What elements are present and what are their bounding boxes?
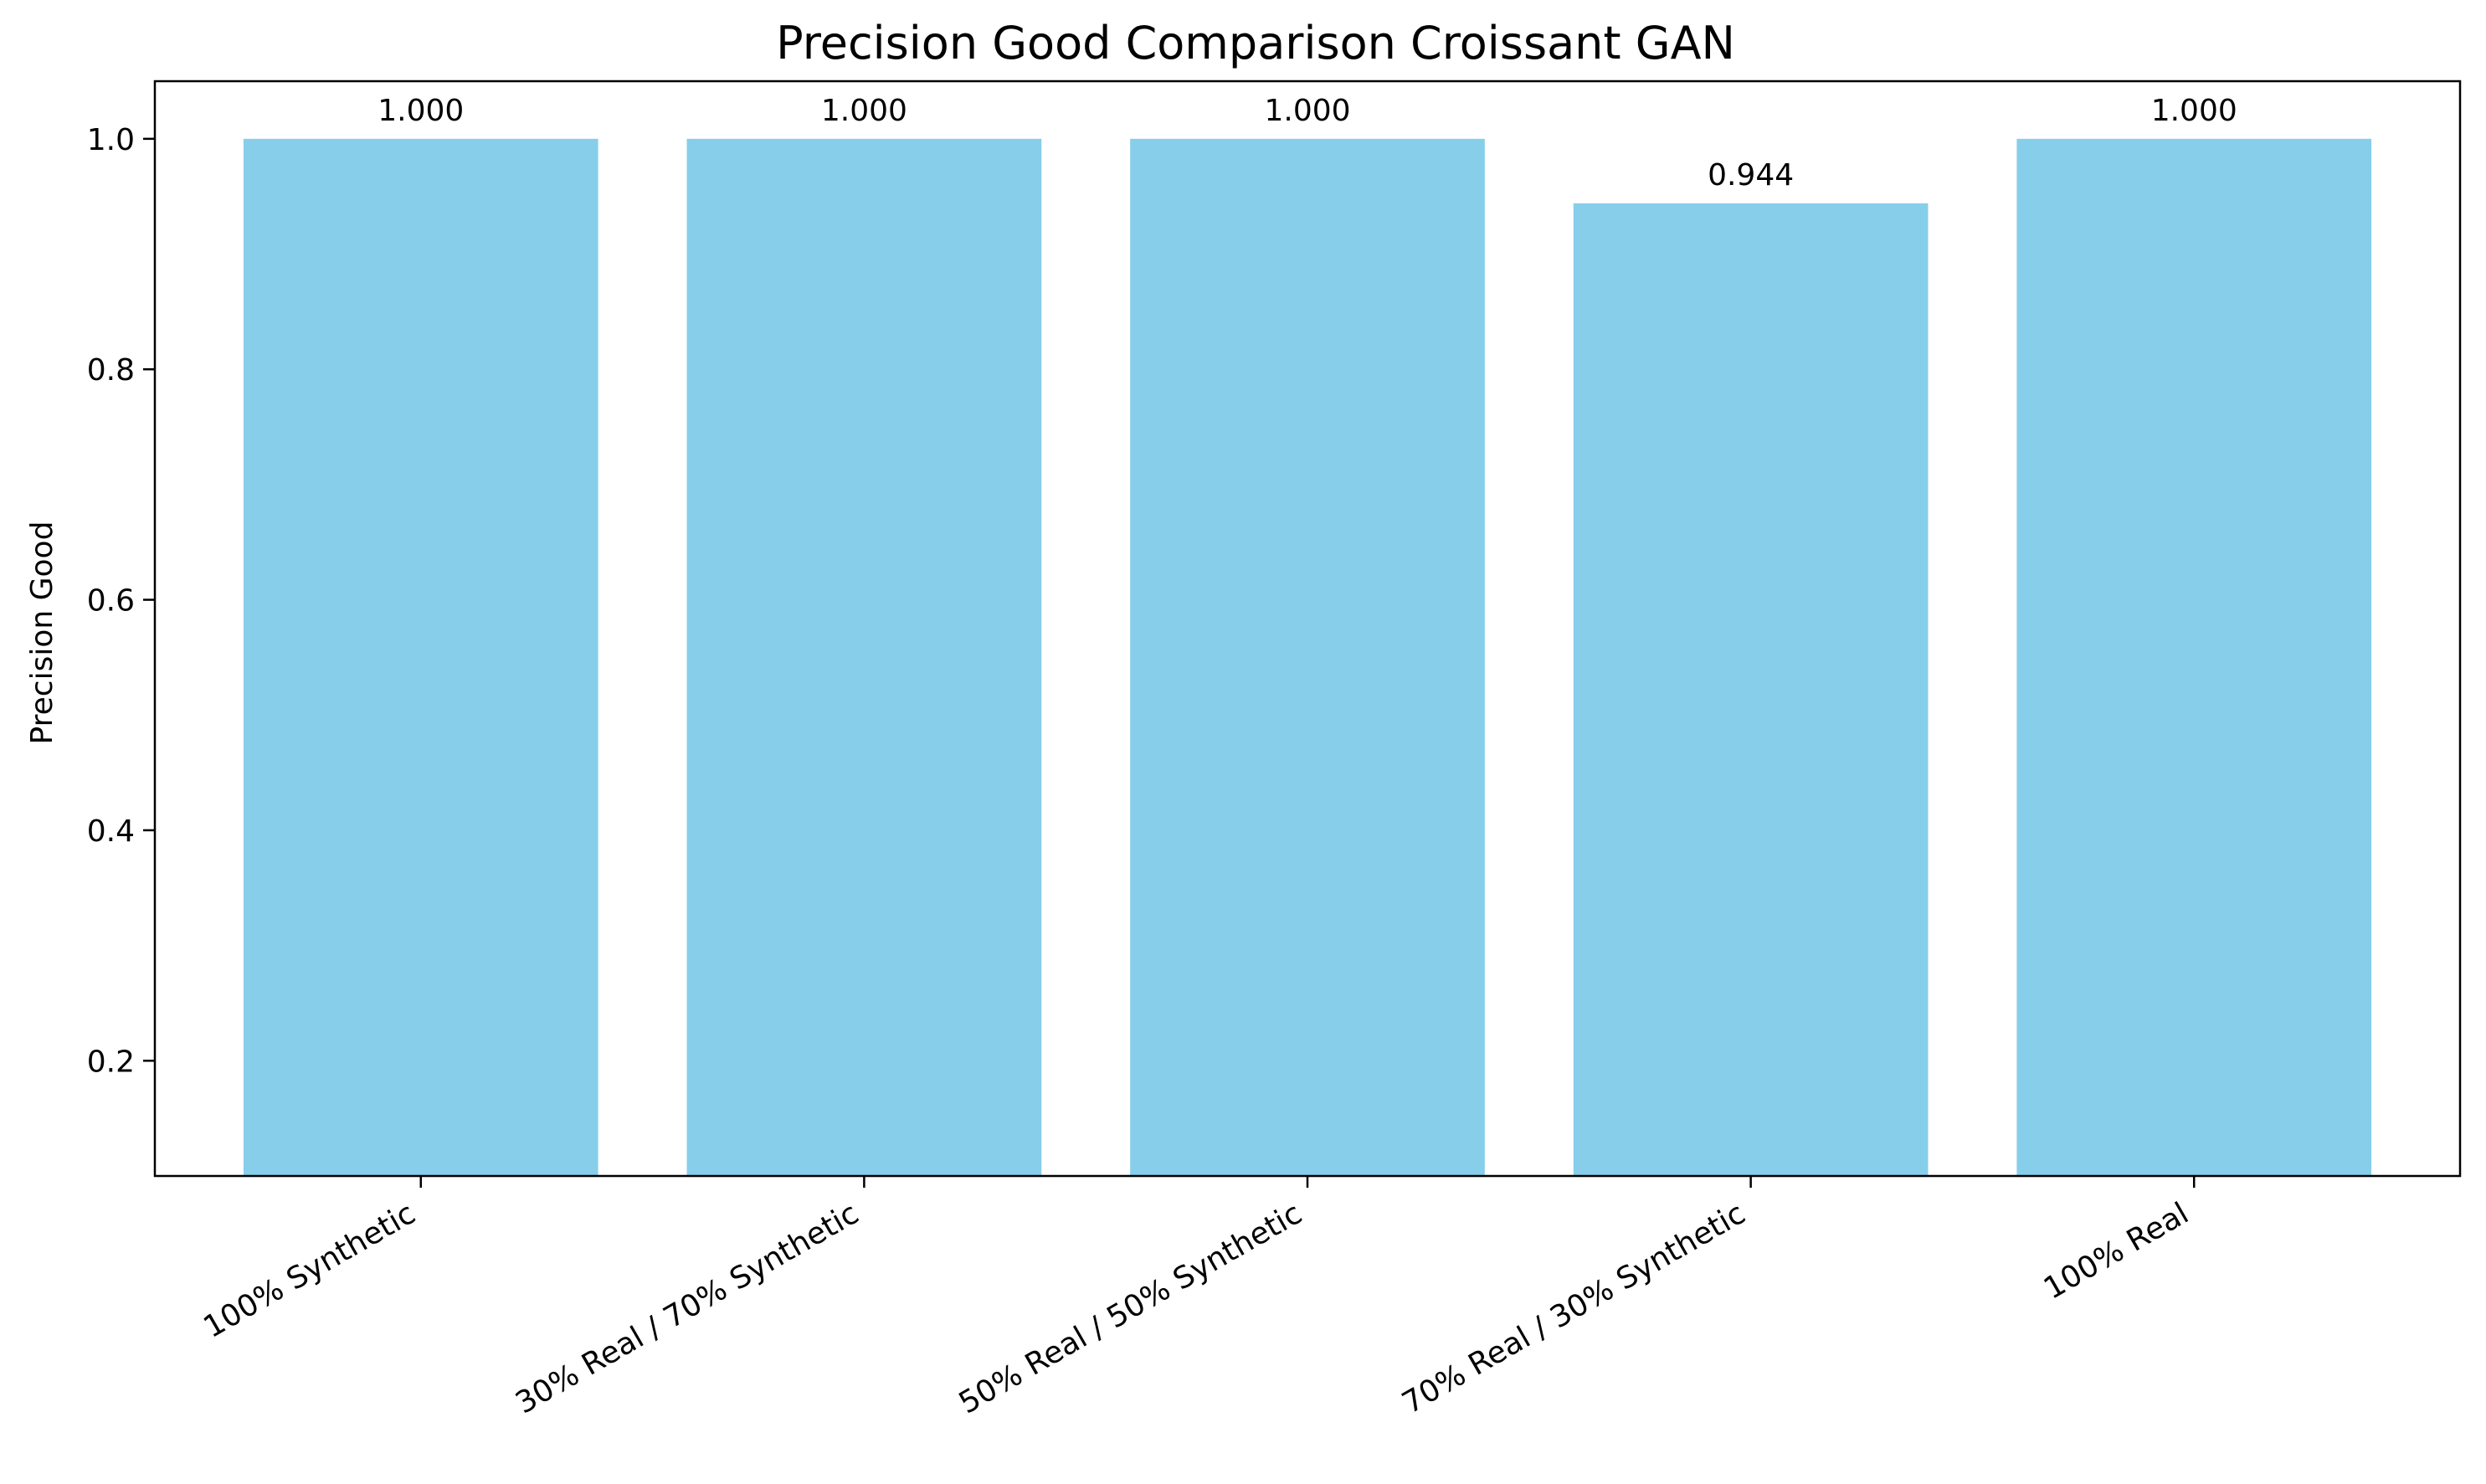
y-tick-label: 0.8 (87, 353, 135, 388)
bar (243, 138, 598, 1177)
x-tick-label: 100% Real (2038, 1196, 2195, 1306)
bars-layer (243, 138, 2372, 1177)
bar-value-label: 1.000 (378, 94, 464, 128)
bar-value-label: 1.000 (1264, 94, 1350, 128)
x-tick-label: 100% Synthetic (198, 1196, 422, 1345)
x-tick-label: 70% Real / 30% Synthetic (1396, 1196, 1751, 1420)
x-tick-label: 30% Real / 70% Synthetic (510, 1196, 865, 1420)
y-axis-label: Precision Good (25, 521, 59, 745)
bar (686, 138, 1042, 1177)
x-axis-ticks: 100% Synthetic 30% Real / 70% Synthetic 50… (198, 1176, 2196, 1421)
value-labels-layer: 1.000 1.000 1.000 0.944 1.000 (378, 94, 2237, 193)
bar (1130, 138, 1485, 1177)
plot-area-frame (153, 80, 2462, 1178)
y-tick-label: 0.6 (87, 584, 135, 619)
bar (2016, 138, 2372, 1177)
bar-value-label: 0.944 (1708, 158, 1794, 193)
bar (1573, 203, 1929, 1176)
y-tick-label: 0.2 (87, 1045, 135, 1079)
y-tick-label: 0.4 (87, 814, 135, 849)
chart-title: Precision Good Comparison Croissant GAN (776, 17, 1735, 69)
bar-value-label: 1.000 (821, 94, 907, 128)
x-tick-label: 50% Real / 50% Synthetic (953, 1196, 1308, 1420)
bar-value-label: 1.000 (2151, 94, 2237, 128)
y-axis-ticks: 0.2 0.4 0.6 0.8 1.0 (87, 123, 155, 1079)
y-tick-label: 1.0 (87, 123, 135, 157)
